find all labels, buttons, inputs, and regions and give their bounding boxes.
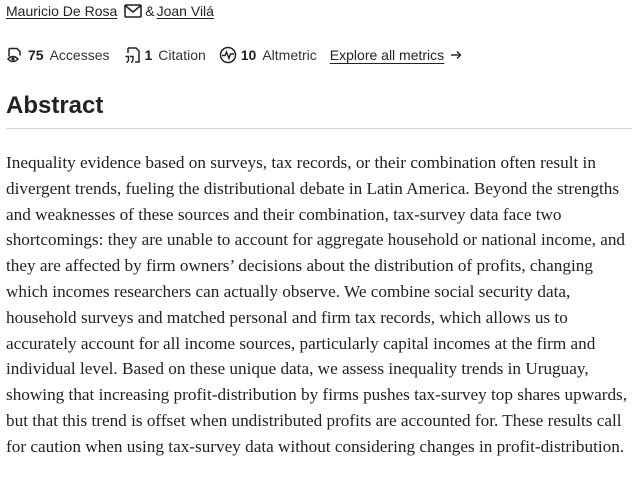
article-metrics: 75 Accesses 1 Citation 10 Altmetric Expl… (6, 46, 462, 64)
heading-divider (6, 128, 632, 129)
envelope-icon[interactable] (124, 4, 143, 18)
altmetric-label: Altmetric (262, 47, 317, 63)
author-link-2[interactable]: Joan Vilá (156, 3, 214, 19)
author-list: Mauricio De Rosa & Joan Vilá (6, 3, 214, 19)
author-separator: & (145, 3, 155, 19)
accesses-count: 75 (28, 47, 44, 63)
quote-icon (125, 47, 140, 64)
altmetric-count: 10 (240, 47, 257, 63)
metric-citations: 1 Citation (123, 46, 206, 64)
author-link-1[interactable]: Mauricio De Rosa (6, 3, 118, 19)
explore-metrics-label[interactable]: Explore all metrics (329, 47, 445, 63)
metric-accesses: 75 Accesses (6, 46, 110, 64)
citations-count: 1 (144, 47, 153, 63)
altmetric-icon (219, 46, 237, 64)
metric-altmetric: 10 Altmetric (219, 46, 317, 64)
accesses-label: Accesses (49, 47, 110, 63)
explore-metrics-link[interactable]: Explore all metrics (330, 47, 462, 63)
abstract-paragraph: Inequality evidence based on surveys, ta… (6, 153, 628, 456)
citations-label: Citation (158, 47, 206, 63)
arrow-right-icon (451, 51, 462, 59)
eye-icon (6, 47, 21, 63)
abstract-heading: Abstract (6, 92, 104, 119)
